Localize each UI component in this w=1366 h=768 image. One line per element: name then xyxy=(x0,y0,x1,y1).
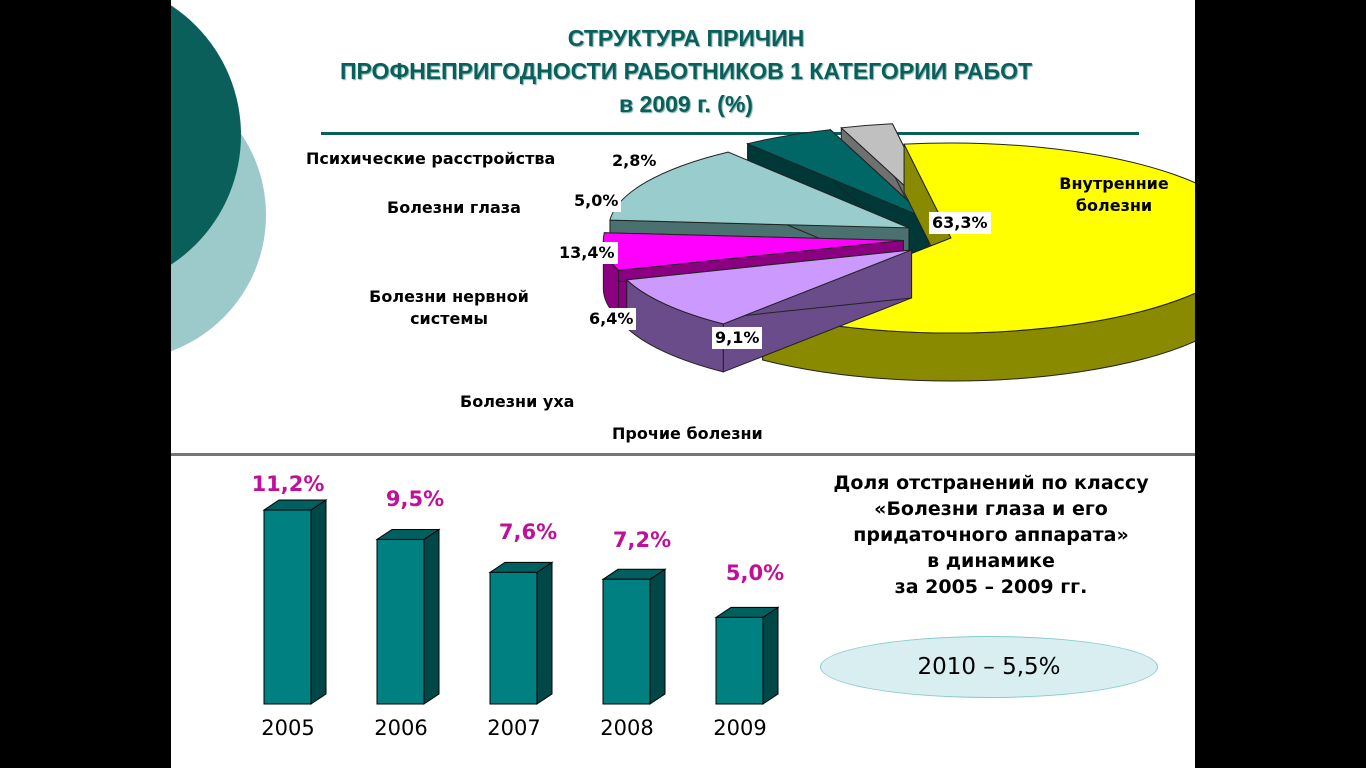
pie-label-ear: Болезни уха xyxy=(460,392,575,411)
bar-value-2005: 11,2% xyxy=(251,472,325,496)
pie-label-nerve: Болезни нервной системы xyxy=(369,287,529,328)
pie-chart xyxy=(602,123,1195,382)
pie-value-other: 9,1% xyxy=(712,327,763,349)
pie-label-other: Прочие болезни xyxy=(612,424,763,443)
title-line-3: в 2009 г. (%) xyxy=(619,91,753,117)
bar-2008 xyxy=(601,568,667,705)
bar-2009 xyxy=(714,606,780,705)
decorative-circles xyxy=(171,5,266,352)
pie-value-nerve: 13,4% xyxy=(556,242,618,264)
bar-2007 xyxy=(488,561,554,705)
note-line-4: в динамике xyxy=(927,550,1055,572)
bar-2006 xyxy=(375,528,441,705)
pie-value-psych: 2,8% xyxy=(612,151,657,170)
bar-value-2009: 5,0% xyxy=(725,561,785,585)
section-divider xyxy=(171,453,1195,456)
eye-disease-note: Доля отстранений по классу «Болезни глаз… xyxy=(786,470,1195,600)
bar-value-2008: 7,2% xyxy=(612,528,672,552)
pie-slice-other xyxy=(625,249,913,373)
slide: СТРУКТУРА ПРИЧИН ПРОФНЕПРИГОДНОСТИ РАБОТ… xyxy=(171,0,1195,768)
bar-year-2009: 2009 xyxy=(713,716,767,740)
bar-year-2006: 2006 xyxy=(374,716,428,740)
bar-year-2007: 2007 xyxy=(487,716,541,740)
note-line-2: «Болезни глаза и его xyxy=(874,498,1108,520)
bar-value-2006: 9,5% xyxy=(385,487,445,511)
pie-label-psych: Психические расстройства xyxy=(306,149,556,168)
pie-value-ear: 6,4% xyxy=(586,308,637,330)
note-line-5: за 2005 – 2009 гг. xyxy=(894,576,1088,598)
pie-label-eye: Болезни глаза xyxy=(387,198,521,217)
title-line-1: СТРУКТУРА ПРИЧИН xyxy=(567,25,805,51)
note-line-1: Доля отстранений по классу xyxy=(833,472,1149,494)
pie-label-internal: Внутренние болезни xyxy=(1059,174,1169,215)
bar-2005 xyxy=(262,499,328,705)
bar-year-2005: 2005 xyxy=(261,716,315,740)
title-line-2: ПРОФНЕПРИГОДНОСТИ РАБОТНИКОВ 1 КАТЕГОРИИ… xyxy=(339,58,1033,84)
dark-teal-circle xyxy=(171,5,241,265)
note-line-3: придаточного аппарата» xyxy=(853,524,1129,546)
title-underline xyxy=(321,132,1139,135)
pie-value-eye: 5,0% xyxy=(571,190,622,212)
bar-year-2008: 2008 xyxy=(600,716,654,740)
bar-chart xyxy=(262,499,780,705)
bar-value-2007: 7,6% xyxy=(498,520,558,544)
forecast-oval: 2010 – 5,5% xyxy=(820,636,1158,698)
pie-value-internal: 63,3% xyxy=(929,212,991,234)
